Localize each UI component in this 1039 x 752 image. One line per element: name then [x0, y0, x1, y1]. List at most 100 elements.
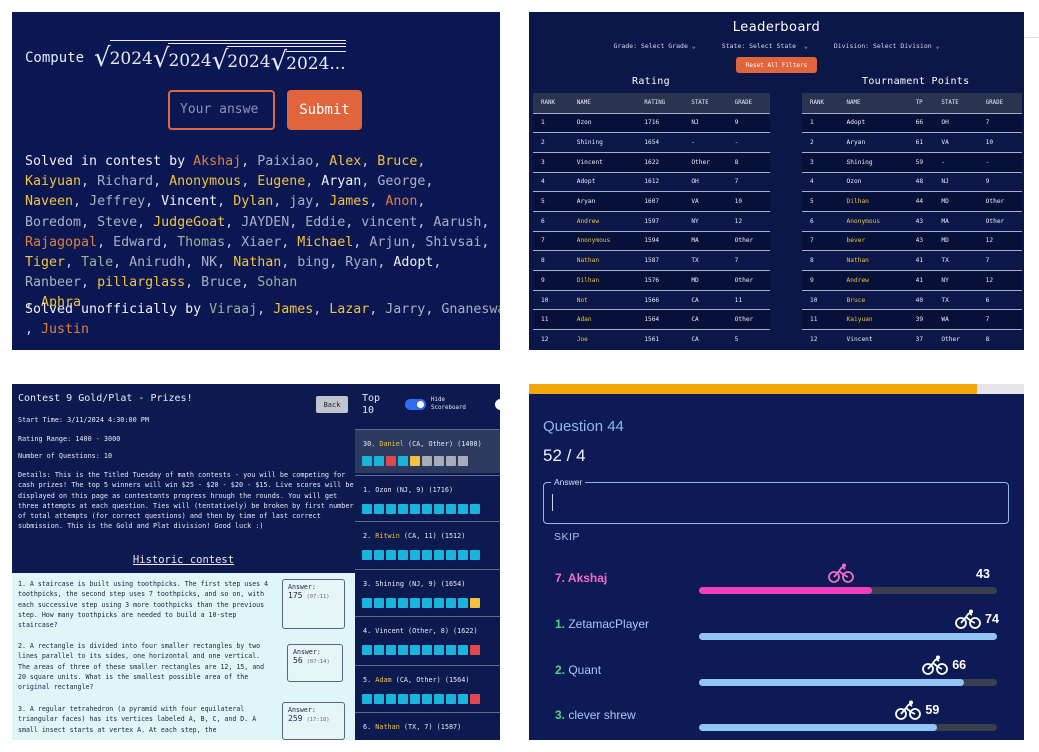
unofficial-solver-name: Justin — [41, 322, 90, 338]
table-cell: 43 — [907, 210, 934, 232]
question-status-square — [434, 598, 444, 608]
table-cell: Ozon — [838, 171, 908, 192]
problem-list: 1. A staircase is built using toothpicks… — [12, 573, 355, 740]
table-cell: 1612 — [636, 171, 684, 192]
question-status-square — [386, 550, 396, 560]
contest-info: Contest 9 Gold/Plat - Prizes! Back Start… — [12, 384, 355, 740]
solver-name: Xiaer — [241, 234, 282, 250]
table-cell: 9 — [802, 270, 839, 291]
table-cell: 4 — [533, 171, 569, 192]
table-cell: 44 — [907, 191, 934, 212]
historic-contest-link[interactable]: Historic contest — [132, 554, 235, 566]
solver-name: Boredom — [25, 214, 82, 230]
racer-name: ZetamacPlayer — [565, 617, 650, 631]
table-cell: Other — [933, 329, 978, 350]
rating-range: Rating Range: 1400 - 3000 — [18, 435, 121, 443]
solver-name: Jeffrey — [89, 194, 146, 210]
solver-name: Tale — [81, 255, 114, 271]
table-cell: VA — [683, 191, 727, 212]
division-filter[interactable]: Division: Select Division ⌄ — [833, 42, 940, 50]
hide-scoreboard-toggle[interactable] — [405, 399, 426, 410]
solver-name: Richard — [97, 174, 154, 190]
question-status-square — [410, 598, 420, 608]
question-status-square — [362, 598, 372, 608]
table-cell: 9 — [726, 112, 770, 133]
entry-label: 6. Nathan (TX, 7) (1587) — [363, 723, 462, 731]
progress-fill — [529, 384, 977, 394]
table-cell: 8 — [726, 151, 770, 173]
table-cell: 59 — [907, 151, 934, 173]
table-cell: 1587 — [636, 250, 684, 271]
table-cell: MA — [933, 210, 978, 232]
table-cell: 7 — [977, 250, 1022, 271]
question-status-square — [386, 694, 396, 704]
table-cell: 1564 — [636, 309, 684, 330]
scoreboard-entry: 5. Adam (CA, Other) (1564) — [355, 665, 500, 712]
racer-name: Quant — [565, 663, 602, 677]
table-cell: 12 — [977, 270, 1022, 291]
reset-filters-button[interactable]: Reset All Filters — [736, 57, 817, 73]
scrollbar-handle[interactable] — [495, 399, 500, 410]
table-cell: Other — [977, 191, 1022, 212]
racer-label: 1. ZetamacPlayer — [555, 617, 649, 631]
table-cell: 37 — [907, 329, 934, 350]
table-row: 7 Anonymous 1594 MA Other — [533, 230, 770, 251]
table-cell: 9 — [977, 171, 1022, 192]
table-cell: 7 — [977, 112, 1022, 133]
skip-button[interactable]: SKIP — [554, 531, 580, 543]
solver-name: Naveen — [25, 194, 74, 210]
back-button[interactable]: Back — [316, 396, 348, 413]
table-cell: Andrew — [568, 210, 637, 232]
table-cell: Aryan — [838, 132, 908, 153]
solver-name: George — [377, 174, 426, 190]
score-display: 52 / 4 — [543, 446, 586, 465]
contestant-name: Vincent — [375, 627, 404, 635]
table-row: 10 Not 1566 CA 11 — [533, 289, 770, 310]
start-time: Start Time: 3/11/2024 4:30:00 PM — [18, 416, 149, 424]
question-status-square — [422, 456, 432, 466]
question-status-square — [374, 456, 384, 466]
table-row: 3 Vincent 1622 Other 8 — [533, 151, 770, 173]
leaderboard-title: Leaderboard — [732, 20, 821, 35]
table-cell: 1716 — [636, 112, 684, 133]
tp-table: RANK NAME TP STATE GRADE 1 Adopt 66 OH 7 2 Aryan 61… — [802, 93, 1022, 350]
answer-field[interactable] — [543, 482, 1009, 524]
solver-name: NK — [201, 255, 218, 271]
filter-bar: Grade: Select Grade ⌄ State: Select Stat… — [529, 42, 1024, 50]
question-status-square — [434, 504, 444, 514]
solver-name: James — [329, 194, 370, 210]
table-cell: 8 — [977, 329, 1022, 350]
solver-name: JAYDEN — [241, 214, 290, 230]
table-cell: Vincent — [568, 151, 637, 173]
solver-name: Eugene — [257, 174, 306, 190]
solver-name: Aryan — [321, 174, 362, 190]
question-status-square — [398, 456, 408, 466]
question-status-row — [362, 456, 468, 466]
submit-button[interactable]: Submit — [287, 90, 362, 130]
question-status-square — [470, 504, 480, 514]
solver-name: Eddie — [305, 214, 346, 230]
question-status-square — [386, 598, 396, 608]
solver-name: Dylan — [233, 194, 274, 210]
question-status-square — [410, 645, 420, 655]
state-filter[interactable]: State: Select State ⌄ — [721, 42, 808, 50]
solver-name: jay — [289, 194, 314, 210]
question-status-square — [422, 645, 432, 655]
table-cell: CA — [683, 329, 727, 350]
question-status-square — [446, 550, 456, 560]
grade-filter[interactable]: Grade: Select Grade ⌄ — [613, 42, 696, 50]
racer-row: 7. Akshaj 43 — [529, 560, 1024, 600]
answer-input[interactable]: Your answe — [168, 90, 275, 130]
answer-field-label: Answer — [551, 477, 586, 487]
racer-progress-track — [699, 724, 997, 731]
question-status-square — [458, 504, 468, 514]
solver-name: Akshaj — [193, 154, 242, 169]
question-status-row — [362, 504, 480, 514]
solver-name: Arjun — [369, 234, 410, 250]
table-cell: Not — [568, 289, 637, 310]
racer-name: Akshaj — [565, 571, 608, 585]
table-cell: 1 — [802, 112, 839, 133]
tp-section-title: Tournament Points — [862, 76, 970, 87]
solver-name: Rajagopal — [25, 234, 98, 250]
table-cell: Shining — [838, 151, 908, 173]
